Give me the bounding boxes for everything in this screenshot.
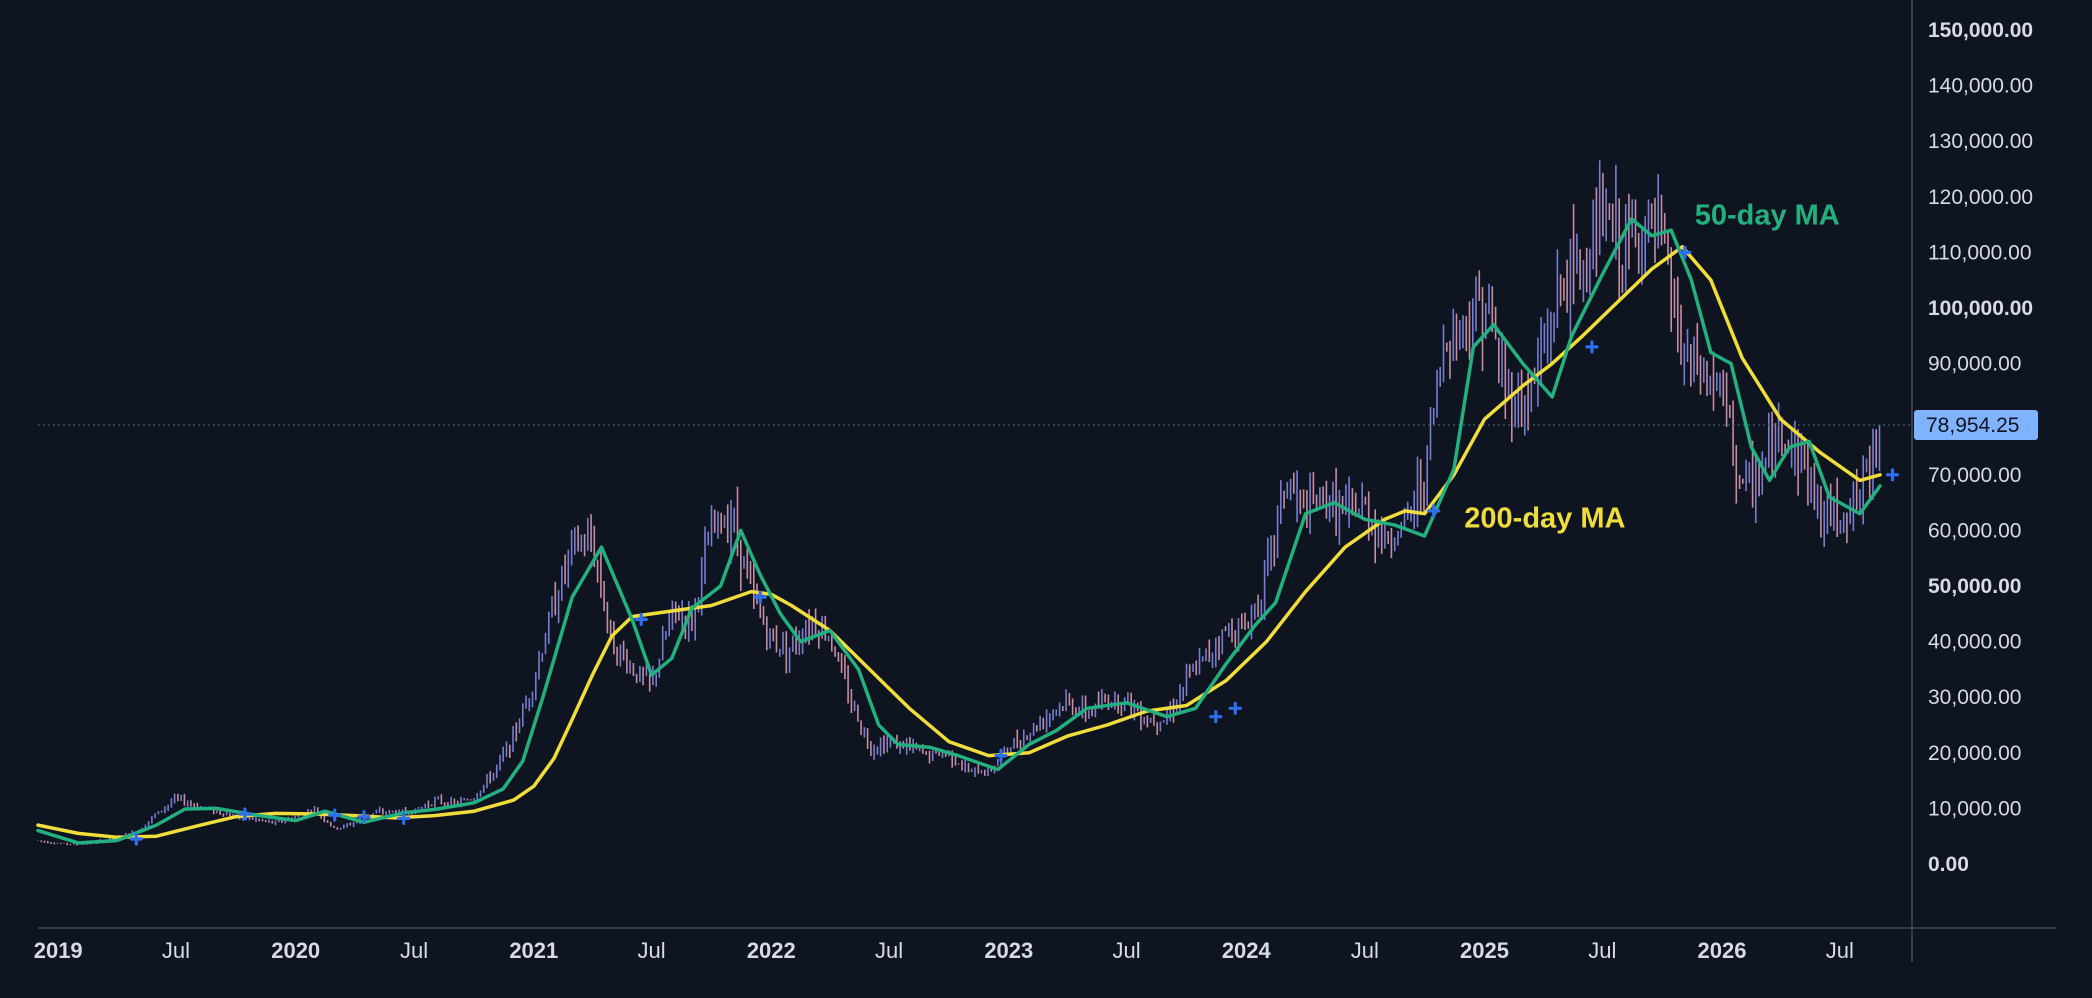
current-price-badge	[1914, 410, 2038, 440]
cross-marker	[994, 749, 1008, 763]
cross-marker	[357, 810, 371, 824]
y-tick-label: 110,000.00	[1928, 241, 2032, 264]
y-tick-label: 0.00	[1928, 853, 1969, 876]
x-tick-label: Jul	[1113, 938, 1141, 963]
x-tick-label: Jul	[638, 938, 666, 963]
plot-area[interactable]: 50-day MA 200-day MA	[36, 160, 1912, 846]
x-tick-label: Jul	[162, 938, 190, 963]
y-tick-label: 140,000.00	[1928, 75, 2033, 98]
price-axis[interactable]: 0.00 10,000.00 20,000.00 30,000.00 40,000.00…	[1911, 0, 2038, 962]
x-tick-label: 2021	[509, 938, 558, 963]
x-tick-label: Jul	[1588, 938, 1616, 963]
y-tick-label: 100,000.00	[1928, 297, 2033, 320]
y-tick-label: 40,000.00	[1928, 631, 2021, 654]
y-tick-label: 30,000.00	[1928, 686, 2021, 709]
y-tick-label: 130,000.00	[1928, 130, 2033, 153]
y-tick-label: 70,000.00	[1928, 464, 2021, 487]
cross-marker	[1678, 245, 1692, 259]
y-tick-label: 150,000.00	[1928, 19, 2033, 42]
cross-marker	[1228, 701, 1242, 715]
time-axis[interactable]: 2019 Jul 2020 Jul 2021 Jul 2022 Jul 2023 Jul 2024 J…	[34, 927, 2056, 963]
cross-marker	[238, 807, 252, 821]
cross-marker	[753, 590, 767, 604]
cross-marker	[1427, 504, 1441, 518]
y-tick-label: 20,000.00	[1928, 742, 2021, 765]
cross-marker	[1209, 710, 1223, 724]
cross-marker	[1885, 468, 1900, 482]
cross-marker	[634, 612, 648, 626]
cross-marker	[129, 832, 143, 846]
x-tick-label: 2020	[271, 938, 320, 963]
x-tick-label: Jul	[875, 938, 903, 963]
cross-marker	[397, 811, 411, 825]
x-tick-label: 2026	[1698, 938, 1747, 963]
y-tick-label: 120,000.00	[1928, 186, 2033, 209]
x-tick-label: Jul	[400, 938, 428, 963]
y-tick-label: 50,000.00	[1928, 575, 2021, 598]
x-tick-label: 2023	[984, 938, 1033, 963]
y-tick-label: 10,000.00	[1928, 797, 2021, 820]
current-price-label: 78,954.25	[1926, 414, 2019, 437]
cross-marker	[328, 808, 342, 822]
cross-marker	[1585, 340, 1599, 354]
ma50-label: 50-day MA	[1695, 200, 1840, 232]
x-tick-label: 2025	[1460, 938, 1509, 963]
x-tick-label: 2022	[747, 938, 796, 963]
ma50-line	[36, 217, 1882, 845]
x-tick-label: Jul	[1351, 938, 1379, 963]
ma200-line	[36, 245, 1882, 840]
x-tick-label: Jul	[1826, 938, 1854, 963]
price-bars	[37, 160, 1881, 846]
y-tick-label: 90,000.00	[1928, 353, 2021, 376]
y-tick-label: 60,000.00	[1928, 519, 2021, 542]
ma200-label: 200-day MA	[1464, 503, 1625, 535]
x-tick-label: 2024	[1222, 938, 1272, 963]
x-tick-label: 2019	[34, 938, 83, 963]
